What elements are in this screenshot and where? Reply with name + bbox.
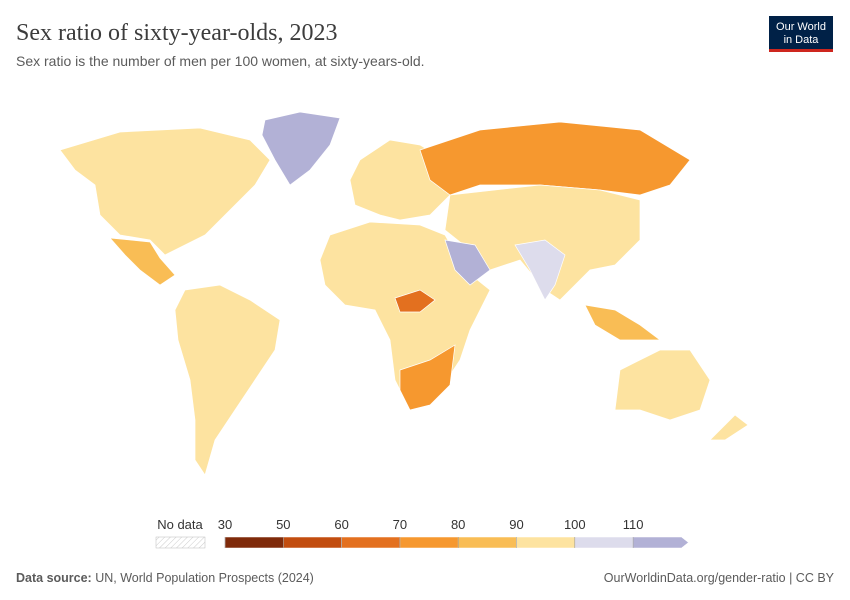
southern-africa — [399, 344, 456, 411]
mexico — [109, 237, 176, 286]
logo-text: in Data — [784, 34, 820, 46]
url[interactable]: OurWorldinData.org/gender-ratio | CC BY — [604, 571, 835, 585]
legend-tick-label: 60 — [334, 517, 348, 532]
legend-swatch — [574, 536, 634, 549]
source-text: UN, World Population Prospects (2024) — [95, 571, 314, 585]
logo-text: Our World — [776, 21, 826, 33]
legend-tick-label: 100 — [564, 517, 586, 532]
legend-tick-label: 110 — [623, 517, 644, 532]
arabia — [444, 239, 491, 286]
australia — [614, 349, 711, 421]
subtitle: Sex ratio is the number of men per 100 w… — [16, 53, 425, 69]
legend-swatch — [224, 536, 284, 549]
logo-box — [769, 16, 833, 50]
legend-tick-label: 80 — [451, 517, 465, 532]
new-zealand — [709, 414, 749, 441]
southeast-asia — [584, 304, 662, 341]
legend-swatch — [516, 536, 576, 549]
source-label: Data source: — [16, 571, 92, 585]
legend-swatch — [341, 536, 401, 549]
greenland — [261, 111, 341, 186]
map — [59, 111, 749, 476]
legend-swatch — [283, 536, 342, 549]
legend-tick-label: 30 — [218, 517, 232, 532]
legend: 30 50 60 70 80 90 100 110 — [218, 517, 689, 549]
central-africa — [394, 289, 436, 313]
legend-swatch — [632, 536, 689, 549]
legend-swatch — [457, 536, 517, 549]
logo[interactable]: Our World in Data — [769, 16, 833, 52]
north-america — [59, 127, 271, 256]
no-data-label: No data — [157, 517, 203, 532]
source: Data source: UN, World Population Prospe… — [16, 571, 314, 585]
india — [514, 239, 566, 301]
legend-swatch — [399, 536, 459, 549]
logo-bar — [769, 49, 833, 52]
legend-tick-label: 90 — [509, 517, 523, 532]
title: Sex ratio of sixty-year-olds, 2023 — [16, 20, 337, 46]
russia — [419, 121, 691, 196]
legend-tick-label: 50 — [276, 517, 290, 532]
legend-tick-label: 70 — [393, 517, 407, 532]
no-data-swatch — [155, 536, 206, 549]
south-america — [174, 284, 281, 476]
